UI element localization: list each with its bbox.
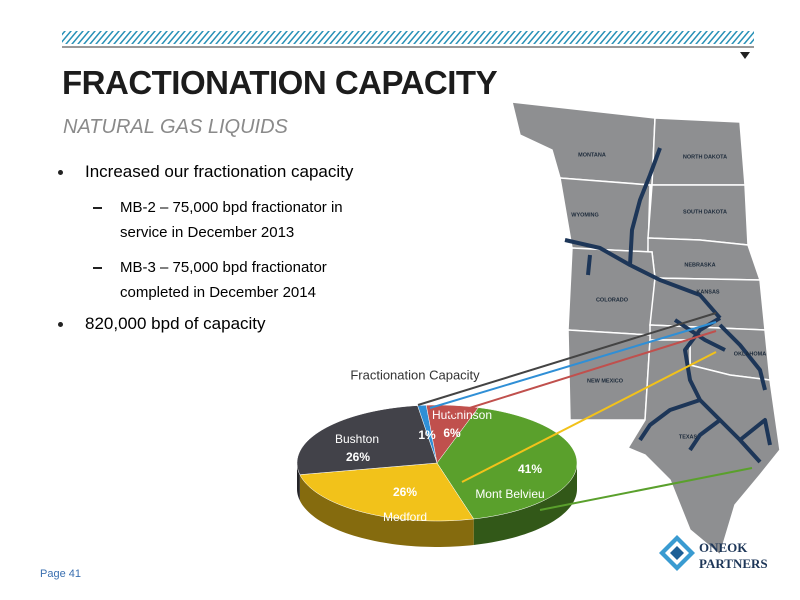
bullet-text: Increased our fractionation capacity [85,162,354,181]
state-label: NEW MEXICO [587,378,624,384]
slice [299,462,475,522]
value-label: 6% [443,426,461,440]
arrow [417,312,717,406]
value-label: 41% [518,462,542,476]
marker [740,52,750,59]
pipeline [586,254,592,276]
arrow [539,467,753,511]
sub-bullet-text: MB-3 – 75,000 bpd fractionator completed… [120,259,327,301]
value-label: 26% [346,450,370,464]
state [651,117,746,186]
slice-side [299,474,474,547]
subtitle: NATURAL GAS LIQUIDS [63,116,288,138]
logo-mark [659,535,695,571]
pipeline [628,147,722,320]
state-label: SOUTH DAKOTA [683,209,727,215]
bullet-dot [58,170,63,175]
value-label: 1% [418,428,436,442]
slice-label: Hutchinson [432,408,492,422]
value-label: 26% [393,485,417,499]
arrow [461,351,717,483]
state-label: COLORADO [596,297,629,303]
pipeline [718,323,767,391]
pipeline [673,318,726,352]
arrow [446,330,717,416]
bullet-dash [93,267,102,269]
title: FRACTIONATION CAPACITY [62,64,498,101]
logo-diamond [670,546,684,560]
bullet-text: 820,000 bpd of capacity [85,314,266,333]
hatch-band [62,31,754,44]
sub-bullet: MB-2 – 75,000 bpd fractionator in servic… [93,195,360,245]
state-label: NEBRASKA [684,262,715,268]
pipelines [564,147,772,464]
state-label: TEXAS [679,434,698,440]
chart-title: Fractionation Capacity [350,367,480,382]
slice-side [297,463,300,501]
state [511,101,656,186]
state-label: OKLAHOMA [734,351,766,357]
slice-label: Mont Belvieu [475,487,544,501]
slice-label: Medford [383,510,427,524]
state [647,237,762,281]
bullet: Increased our fractionation capacity [58,162,354,182]
logo-text: ONEOK [699,540,748,555]
sub-bullet: MB-3 – 75,000 bpd fractionator completed… [93,255,360,305]
state-label: MONTANA [578,152,606,158]
state-label: NORTH DAKOTA [683,154,727,160]
slice-label: Bushton [335,432,379,446]
map [511,101,781,557]
bullet-dash [93,207,102,209]
state-label: KANSAS [696,289,720,295]
pipeline [638,398,701,442]
state [626,339,781,557]
state [567,247,656,336]
pipeline [738,418,772,446]
arrow [429,321,717,409]
slice-side [473,463,577,545]
page-number: Page 41 [40,568,81,580]
state-label: WYOMING [571,212,599,218]
bullet-dot [58,322,63,327]
bullet: 820,000 bpd of capacity [58,314,266,334]
pie-chart: Fractionation Capacity 1% 6% Hutchinson 41% M… [296,367,578,547]
sub-bullet-text: MB-2 – 75,000 bpd fractionator in servic… [120,199,343,241]
arrows [417,312,753,511]
map-labels: MONTANA NORTH DAKOTA WYOMING SOUTH DAKOTA NE… [571,152,766,440]
slice [436,407,578,520]
logo-text: PARTNERS [699,556,768,571]
slice [296,405,438,475]
pipeline [564,238,631,267]
pipeline [688,418,722,452]
